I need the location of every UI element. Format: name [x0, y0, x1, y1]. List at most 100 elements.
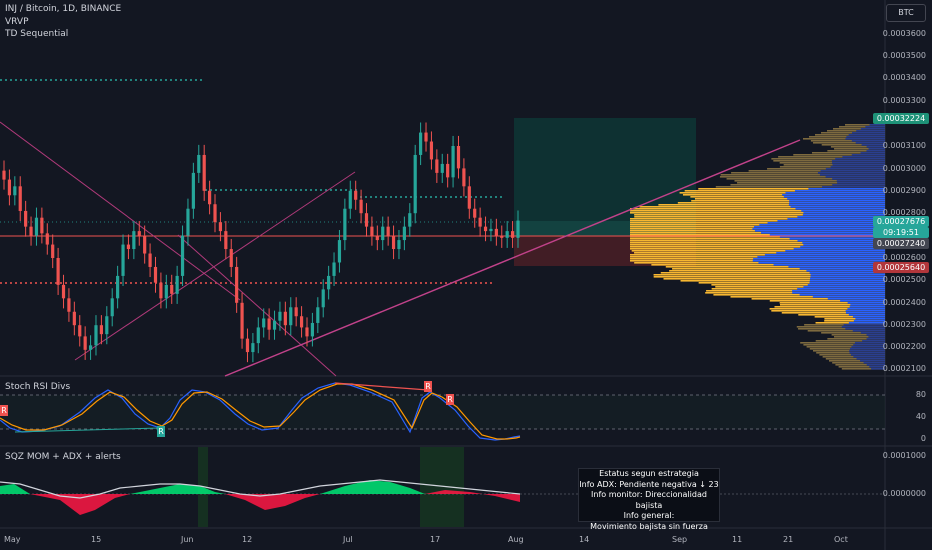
vp-bar-buy [866, 150, 885, 152]
vp-bar-buy [773, 264, 885, 266]
vp-bar-sell [698, 282, 885, 284]
time-tick: Oct [834, 535, 848, 544]
momentum-panel-title[interactable]: SQZ MOM + ADX + alerts [5, 452, 121, 462]
vp-bar-sell [720, 174, 885, 176]
candle-body [7, 179, 12, 196]
vp-bar-sell [841, 368, 885, 370]
vp-bar-sell [779, 304, 885, 306]
candle-body [386, 226, 390, 236]
price-tick: 0.0003500 [882, 51, 926, 60]
vp-bar-sell [672, 268, 885, 270]
price-tick: 0.0002100 [882, 364, 926, 373]
vp-bar-buy [862, 340, 885, 342]
vp-bar-sell [658, 204, 885, 206]
vp-bar-sell [835, 364, 885, 366]
vp-bar-buy [871, 368, 885, 370]
stoch-div-line-green [14, 427, 161, 433]
vp-bar-buy [810, 276, 885, 278]
vp-bar-buy [792, 290, 885, 292]
status-line: Estatus segun estrategia [599, 469, 699, 478]
vp-bar-buy [788, 266, 885, 268]
candle-body [364, 213, 369, 227]
vp-bar-buy [801, 210, 885, 212]
status-line: Info monitor: Direccionalidad bajista [591, 490, 707, 510]
vp-bar-sell [713, 294, 885, 296]
vp-bar-buy [753, 226, 885, 228]
target-price-badge: 0.00032224 [873, 113, 929, 124]
vp-bar-buy [799, 268, 885, 270]
vp-bar-sell [731, 172, 885, 174]
candle-body [202, 154, 206, 191]
vp-bar-buy [866, 146, 885, 148]
vp-bar-sell [813, 142, 885, 144]
vp-bar-sell [660, 272, 885, 274]
vp-bar-sell [813, 350, 885, 352]
vp-bar-sell [824, 318, 885, 320]
vp-bar-buy [832, 178, 885, 180]
vp-bar-buy [832, 164, 885, 166]
vp-bar-buy [849, 352, 885, 354]
strategy-status-box: Estatus segun estrategia Info ADX: Pendi… [578, 468, 720, 531]
vp-bar-buy [830, 166, 885, 168]
stoch-level-0: 0 [920, 434, 926, 443]
candle-body [397, 240, 401, 250]
vp-bar-buy [810, 274, 885, 276]
vp-bar-buy [819, 174, 885, 176]
currency-button[interactable]: BTC [886, 4, 926, 22]
vp-bar-sell [827, 150, 885, 152]
time-tick: 17 [430, 535, 441, 544]
vp-bar-sell [751, 298, 885, 300]
countdown-badge: 09:19:51 [873, 227, 929, 238]
candle-body [208, 190, 212, 205]
vp-bar-sell [845, 124, 885, 126]
vp-bar-buy [794, 190, 885, 192]
vp-bar-sell [825, 358, 885, 360]
vp-bar-buy [800, 246, 885, 248]
candle-body [327, 275, 331, 290]
trendline-down-1 [0, 121, 241, 301]
candle-body [245, 338, 250, 353]
vp-bar-buy [850, 304, 885, 306]
stoch-panel-title[interactable]: Stoch RSI Divs [5, 382, 71, 392]
symbol-legend[interactable]: INJ / Bitcoin, 1D, BINANCE [5, 4, 122, 14]
candle-body [126, 244, 131, 250]
vp-bar-buy [753, 258, 885, 260]
vp-bar-buy [856, 130, 885, 132]
candle-body [218, 222, 223, 232]
candle-body [34, 217, 39, 236]
candle-body [13, 186, 17, 196]
price-tick: 0.0003600 [882, 29, 926, 38]
candle-body [283, 311, 287, 326]
vp-bar-buy [827, 298, 885, 300]
vp-bar-buy [854, 342, 885, 344]
vp-bar-buy [853, 320, 885, 322]
vp-bar-buy [795, 208, 885, 210]
price-tick: 0.0002500 [882, 275, 926, 284]
vp-bar-buy [790, 206, 885, 208]
candle-body [170, 284, 174, 294]
candle-body [305, 327, 309, 337]
vp-bar-sell [807, 330, 885, 332]
vp-bar-sell [631, 250, 885, 252]
vrvp-legend[interactable]: VRVP [5, 17, 29, 27]
vp-bar-sell [630, 234, 885, 236]
candle-body [251, 343, 255, 353]
vp-bar-buy [860, 128, 885, 130]
stoch-k-line [0, 382, 521, 441]
candle-body [18, 186, 22, 211]
vp-bar-buy [845, 310, 885, 312]
time-tick: May [4, 535, 21, 544]
vp-bar-sell [630, 222, 885, 224]
time-tick: Jun [181, 535, 194, 544]
candle-body [235, 266, 239, 303]
candle-body [446, 163, 450, 178]
vp-bar-buy [866, 334, 885, 336]
candle-body [99, 325, 103, 335]
vp-bar-buy [856, 358, 885, 360]
vp-bar-sell [834, 148, 885, 150]
vp-bar-sell [814, 316, 885, 318]
td-legend[interactable]: TD Sequential [5, 29, 69, 39]
vp-bar-buy [849, 350, 885, 352]
vp-bar-buy [802, 214, 885, 216]
